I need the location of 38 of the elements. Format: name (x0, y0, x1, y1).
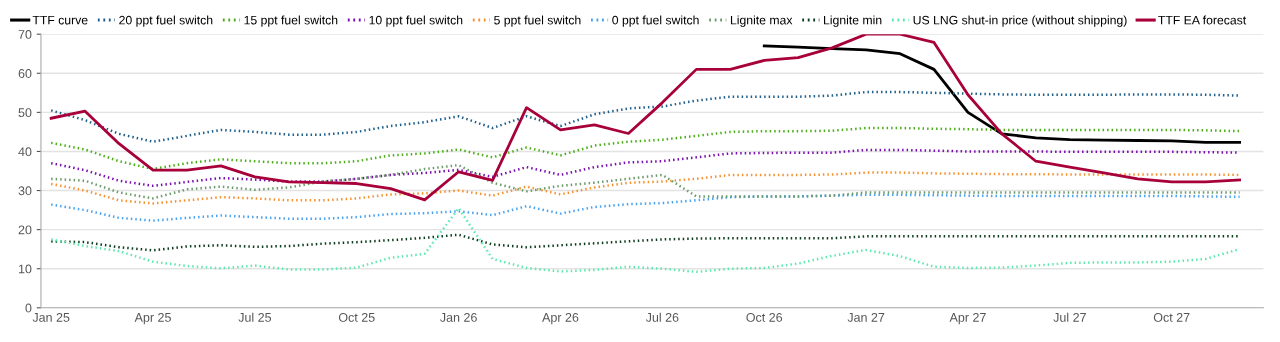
y-tick-label: 70 (18, 30, 32, 39)
legend-label: TTF curve (32, 15, 88, 25)
x-tick-label: Jul 26 (645, 312, 679, 322)
y-tick-label: 0 (25, 303, 32, 313)
legend-label: Lignite min (824, 15, 882, 27)
y-tick-label: 60 (18, 69, 32, 78)
line-series (49, 193, 1241, 222)
x-tick-label: Jan 25 (32, 312, 70, 322)
line-series (49, 126, 1241, 171)
y-tick-label: 10 (18, 264, 32, 274)
x-tick-label: Oct 25 (338, 312, 375, 322)
legend-label: Lignite max (730, 15, 793, 27)
x-tick-label: Oct 26 (746, 312, 783, 322)
x-tick-label: Jul 25 (238, 312, 272, 322)
line-series (49, 233, 1241, 252)
y-tick-label: 20 (18, 225, 32, 235)
y-tick-label: 30 (18, 186, 32, 196)
line-series (49, 171, 1241, 205)
legend-label: 15 ppt fuel switch (244, 15, 338, 27)
legend-label: 0 ppt fuel switch (612, 15, 699, 27)
legend-label: 20 ppt fuel switch (119, 15, 213, 27)
x-tick-label: Jan 27 (847, 312, 885, 322)
x-tick-label: Apr 26 (542, 312, 579, 325)
x-tick-label: Jan 26 (440, 312, 477, 322)
line-series (49, 163, 1241, 200)
line-series (762, 44, 1241, 144)
x-tick-label: Jul 27 (1053, 312, 1086, 322)
legend-label: TTF EA forecast (1158, 15, 1247, 25)
legend-label: 5 ppt fuel switch (494, 15, 581, 27)
legend-label: 10 ppt fuel switch (369, 15, 463, 27)
x-tick-label: Apr 25 (134, 312, 171, 325)
y-tick-label: 40 (18, 147, 32, 157)
x-tick-label: Oct 27 (1153, 312, 1190, 322)
y-tick-label: 50 (18, 108, 32, 118)
line-series (49, 90, 1241, 143)
line-series (49, 34, 1241, 202)
legend-label: US LNG shut-in price (without shipping) (913, 15, 1127, 27)
x-tick-label: Apr 27 (949, 312, 986, 325)
